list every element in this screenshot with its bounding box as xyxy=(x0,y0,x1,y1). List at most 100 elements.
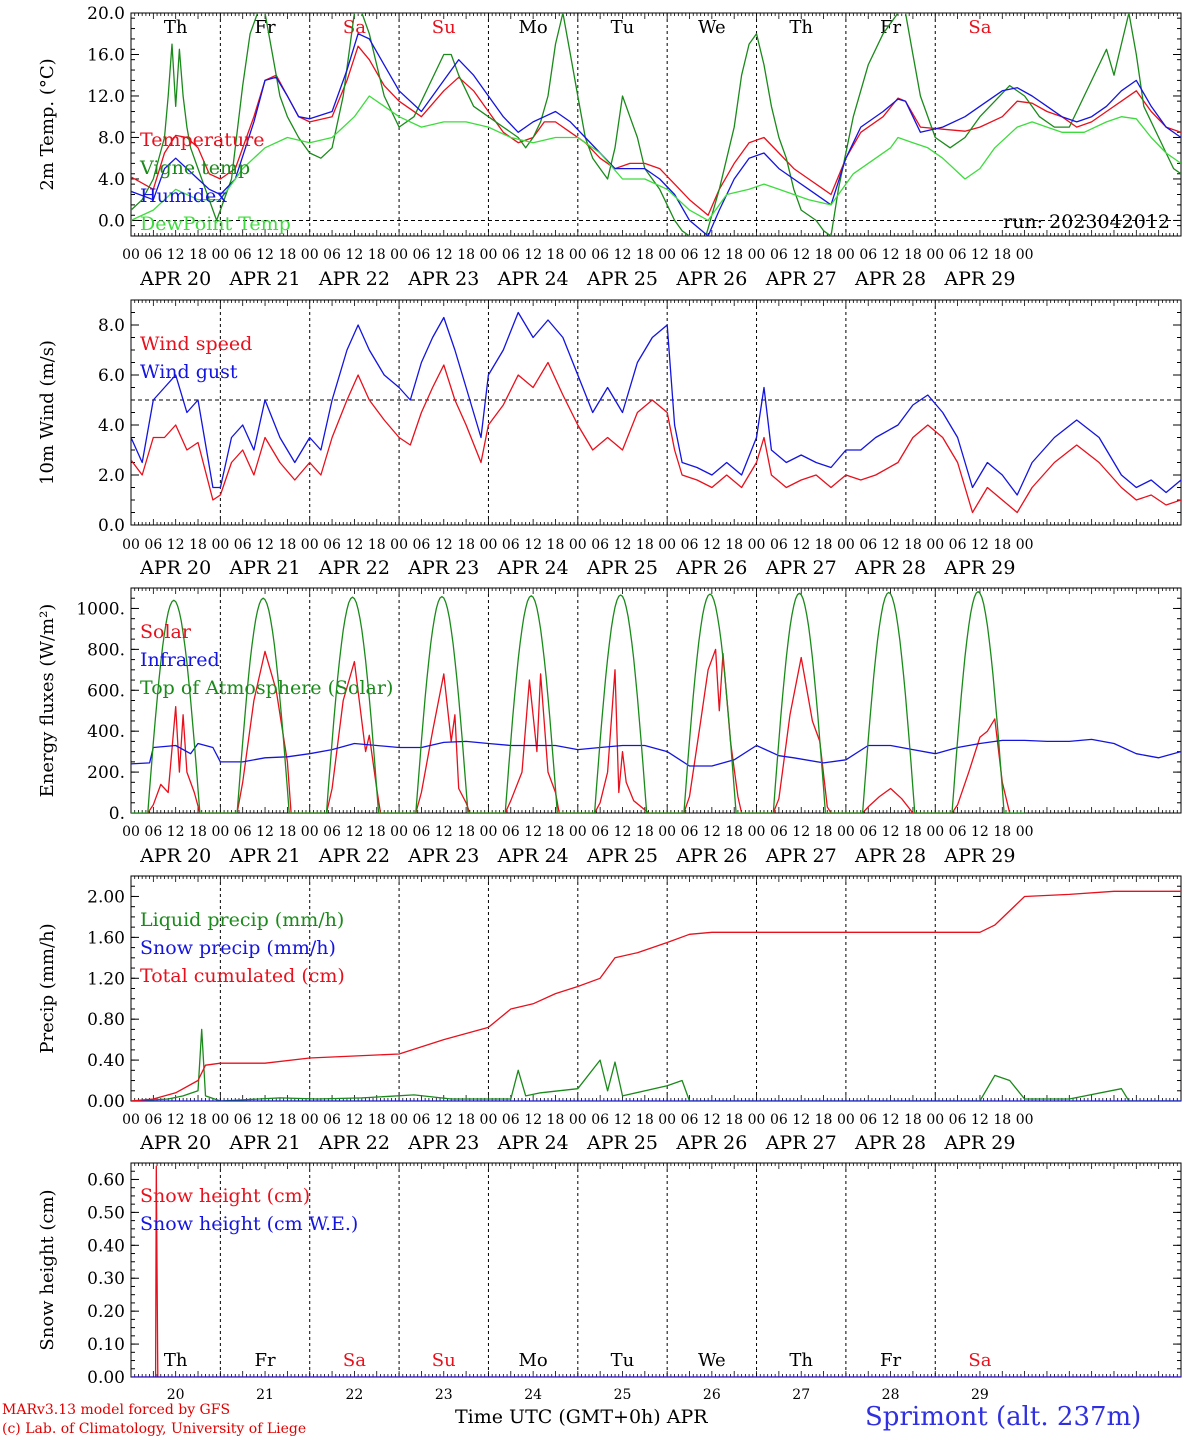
date-label: APR 25 xyxy=(586,557,658,579)
hour-label: 06 xyxy=(323,824,341,840)
day-name: Sa xyxy=(968,1350,991,1371)
hour-label: 18 xyxy=(725,537,743,553)
hour-label: 06 xyxy=(681,537,699,553)
hour-label: 18 xyxy=(189,537,207,553)
hour-label: 00 xyxy=(480,824,498,840)
hour-label: 18 xyxy=(189,247,207,263)
date-label: APR 29 xyxy=(943,845,1015,867)
series-line xyxy=(131,311,1181,496)
hour-label: 12 xyxy=(882,537,900,553)
y-axis-label: Snow height (cm) xyxy=(37,1189,58,1350)
hour-label: 18 xyxy=(368,247,386,263)
hour-label: 18 xyxy=(189,1112,207,1128)
date-label: APR 21 xyxy=(229,845,301,867)
hour-label: 00 xyxy=(926,824,944,840)
hour-label: 00 xyxy=(658,537,676,553)
date-label: APR 25 xyxy=(586,1132,658,1154)
hour-label: 12 xyxy=(703,537,721,553)
hour-label: 18 xyxy=(993,247,1011,263)
date-label: APR 22 xyxy=(318,845,390,867)
hour-label: 12 xyxy=(703,247,721,263)
series-line xyxy=(131,95,1181,222)
hour-label: 12 xyxy=(167,247,185,263)
hour-label: 18 xyxy=(278,824,296,840)
date-label: APR 29 xyxy=(943,557,1015,579)
hour-label: 12 xyxy=(345,247,363,263)
hour-label: 12 xyxy=(614,1112,632,1128)
legend-entry: Wind gust xyxy=(140,361,238,383)
hour-label: 06 xyxy=(413,537,431,553)
day-name: Th xyxy=(164,1350,188,1371)
hour-label: 06 xyxy=(234,824,252,840)
hour-label: 18 xyxy=(457,537,475,553)
day-name: Tu xyxy=(611,17,635,38)
hour-label: 18 xyxy=(368,824,386,840)
day-number: 27 xyxy=(792,1387,810,1403)
y-axis-label: 10m Wind (m/s) xyxy=(37,340,58,485)
hour-label: 00 xyxy=(569,824,587,840)
hour-label: 00 xyxy=(926,537,944,553)
hour-label: 12 xyxy=(882,247,900,263)
day-name: Th xyxy=(789,1350,813,1371)
hour-label: 06 xyxy=(859,247,877,263)
hour-label: 18 xyxy=(636,247,654,263)
day-name: Fr xyxy=(880,1350,901,1371)
hour-label: 12 xyxy=(971,824,989,840)
hour-label: 18 xyxy=(278,537,296,553)
panel-3: 0. 200. 400. 600. 800. 1000. Energy fluxes (W/… xyxy=(37,587,1182,867)
hour-label: 00 xyxy=(480,1112,498,1128)
date-label: APR 29 xyxy=(943,1132,1015,1154)
y-tick-label: 1.20 xyxy=(87,969,125,989)
day-number: 20 xyxy=(167,1387,185,1403)
series-line xyxy=(131,33,1181,236)
hour-label: 00 xyxy=(658,824,676,840)
date-label: APR 27 xyxy=(765,268,837,290)
day-name: We xyxy=(698,1350,726,1371)
hour-label: 06 xyxy=(949,824,967,840)
hour-label: 18 xyxy=(904,824,922,840)
legend-entry: Wind speed xyxy=(140,333,252,355)
y-tick-label: 12.0 xyxy=(87,87,125,107)
hour-label: 18 xyxy=(368,537,386,553)
y-tick-label: 400. xyxy=(87,722,125,742)
date-label: APR 26 xyxy=(675,1132,747,1154)
date-label: APR 29 xyxy=(943,268,1015,290)
hour-label: 12 xyxy=(882,824,900,840)
day-number: 23 xyxy=(435,1387,453,1403)
date-label: APR 24 xyxy=(497,845,569,867)
hour-label: 18 xyxy=(993,1112,1011,1128)
hour-label: 00 xyxy=(658,1112,676,1128)
y-tick-label: 0.40 xyxy=(87,1236,125,1256)
hour-label: 12 xyxy=(256,824,274,840)
hour-label: 00 xyxy=(122,537,140,553)
hour-label: 12 xyxy=(971,537,989,553)
day-name: Sa xyxy=(343,1350,366,1371)
hour-label: 12 xyxy=(614,824,632,840)
hour-label: 12 xyxy=(256,1112,274,1128)
series-line xyxy=(131,45,1181,216)
series-group xyxy=(131,1165,1181,1377)
series-group xyxy=(131,890,1181,1101)
hour-label: 18 xyxy=(457,824,475,840)
y-tick-label: 0.0 xyxy=(98,516,125,536)
hour-label: 12 xyxy=(256,247,274,263)
series-line xyxy=(131,361,1181,514)
date-label: APR 26 xyxy=(675,845,747,867)
hour-label: 06 xyxy=(144,824,162,840)
hour-label: 06 xyxy=(681,247,699,263)
y-tick-label: 6.0 xyxy=(98,366,125,386)
hour-label: 06 xyxy=(323,247,341,263)
hour-label: 00 xyxy=(837,247,855,263)
day-name: Tu xyxy=(611,1350,635,1371)
y-tick-label: 2.0 xyxy=(98,466,125,486)
hour-label: 06 xyxy=(859,1112,877,1128)
hour-label: 00 xyxy=(748,247,766,263)
hour-label: 18 xyxy=(547,824,565,840)
date-label: APR 23 xyxy=(407,557,479,579)
day-name: Th xyxy=(164,17,188,38)
hour-label: 18 xyxy=(636,1112,654,1128)
day-number: 25 xyxy=(614,1387,632,1403)
hour-label: 12 xyxy=(345,824,363,840)
hour-label: 12 xyxy=(524,824,542,840)
